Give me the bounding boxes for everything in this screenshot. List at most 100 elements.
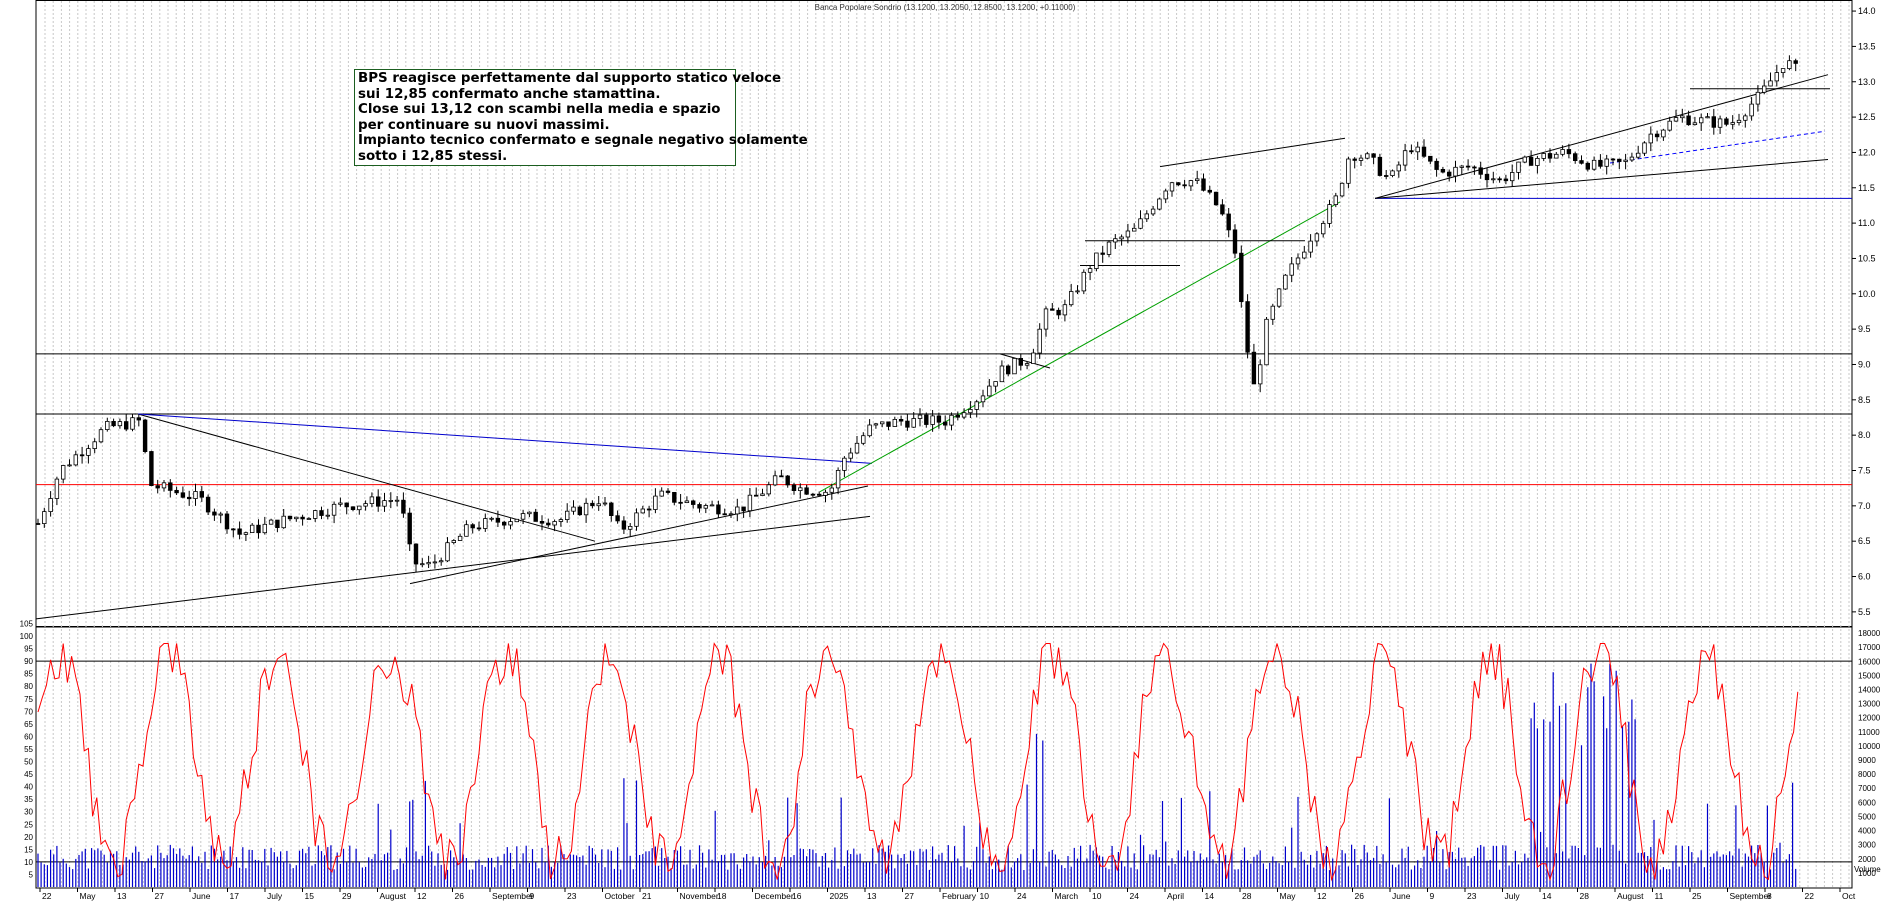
candle-body: [1188, 180, 1194, 187]
annotation-line-4: per continuare su nuovi massimi.: [358, 117, 610, 133]
candle-body: [1069, 291, 1074, 306]
candle-body: [1258, 364, 1263, 385]
volume-tick-label: 16000: [1858, 657, 1881, 666]
candle-body: [136, 417, 141, 421]
date-label: May: [80, 891, 97, 901]
candle-body: [42, 511, 47, 525]
date-label: 18: [717, 891, 727, 901]
candle-body: [1352, 158, 1357, 161]
oscillator-tick-label: 40: [24, 783, 33, 792]
candle-body: [256, 524, 261, 534]
candle-body: [1125, 230, 1131, 238]
trend-line: [819, 201, 1341, 493]
candle-body: [1623, 159, 1628, 162]
candle-body: [905, 420, 910, 428]
candle-body: [1573, 153, 1578, 161]
candle-body: [892, 418, 897, 427]
candle-body: [281, 515, 286, 529]
candle-body: [193, 491, 198, 499]
candle-body: [873, 423, 879, 426]
price-tick-label: 11.0: [1858, 218, 1875, 228]
candle-body: [854, 442, 860, 454]
oscillator-tick-label: 45: [24, 770, 33, 779]
dashed-trend-line: [1609, 130, 1826, 164]
candle-body: [98, 429, 104, 443]
date-label: 27: [905, 891, 915, 901]
candle-body: [691, 500, 696, 505]
volume-tick-label: 7000: [1858, 784, 1876, 793]
candle-body: [1138, 218, 1143, 229]
candle-body: [653, 495, 658, 510]
candle-body: [319, 510, 324, 516]
date-label: 27: [155, 891, 165, 901]
candle-body: [155, 485, 160, 489]
candle-body: [1793, 60, 1798, 64]
date-label: March: [1055, 891, 1079, 901]
candle-body: [1150, 208, 1156, 215]
candle-body: [1585, 162, 1590, 170]
candle-body: [1346, 158, 1351, 184]
price-tick-label: 13.5: [1858, 41, 1876, 51]
candle-body: [1232, 229, 1238, 254]
candle-body: [1642, 142, 1647, 154]
candle-body: [1472, 166, 1477, 169]
candle-body: [1087, 268, 1093, 273]
candle-body: [703, 505, 708, 509]
date-label: 9: [530, 891, 535, 901]
candle-body: [791, 484, 797, 491]
candle-body: [1213, 191, 1219, 206]
candle-body: [35, 523, 41, 525]
oscillator-tick-label: 95: [24, 645, 33, 654]
trend-line: [1374, 74, 1829, 199]
candle-body: [445, 542, 450, 562]
price-tick-label: 12.5: [1858, 112, 1876, 122]
candle-body: [1699, 117, 1704, 124]
volume-tick-label: 18000: [1858, 629, 1881, 638]
date-label: December: [755, 891, 794, 901]
candle-body: [306, 518, 312, 520]
candle-body: [1018, 357, 1023, 366]
candle-body: [1396, 164, 1401, 172]
date-label: August: [1617, 891, 1644, 901]
candle-body: [1113, 238, 1118, 243]
candle-body: [1478, 167, 1483, 175]
date-label: 9: [1430, 891, 1435, 901]
candle-body: [67, 464, 72, 467]
trend-line: [409, 485, 869, 585]
price-tick-label: 8.0: [1858, 430, 1871, 440]
candle-body: [1730, 122, 1735, 125]
candle-body: [1661, 129, 1666, 138]
price-tick-label: 13.0: [1858, 77, 1876, 87]
candle-body: [1365, 153, 1370, 159]
candle-body: [375, 496, 381, 507]
candle-body: [1239, 252, 1244, 302]
candle-body: [527, 511, 532, 515]
annotation-line-6: sotto i 12,85 stessi.: [358, 148, 508, 164]
candles: [35, 55, 1798, 573]
candle-body: [1787, 60, 1792, 70]
candle-body: [413, 543, 419, 565]
candle-body: [357, 505, 362, 511]
oscillator-tick-label: 20: [24, 833, 33, 842]
candle-body: [987, 385, 992, 397]
candle-body: [930, 415, 935, 425]
candle-body: [615, 515, 620, 522]
trend-line: [35, 515, 871, 620]
candle-body: [212, 511, 217, 516]
date-label: July: [267, 891, 283, 901]
price-tick-label: 7.0: [1858, 501, 1871, 511]
candle-body: [1453, 166, 1458, 177]
candle-body: [1409, 150, 1414, 153]
candle-body: [1705, 116, 1710, 119]
candle-body: [1056, 309, 1061, 316]
candle-body: [514, 518, 519, 523]
oscillator-tick-label: 25: [24, 820, 33, 829]
candle-body: [1024, 363, 1030, 366]
candle-body: [1654, 133, 1660, 138]
date-label: 16: [792, 891, 802, 901]
date-label: July: [1505, 891, 1521, 901]
date-label: 24: [1017, 891, 1027, 901]
volume-tick-label: 1000: [1858, 869, 1876, 878]
candle-body: [1717, 118, 1723, 128]
candle-body: [1415, 146, 1420, 153]
